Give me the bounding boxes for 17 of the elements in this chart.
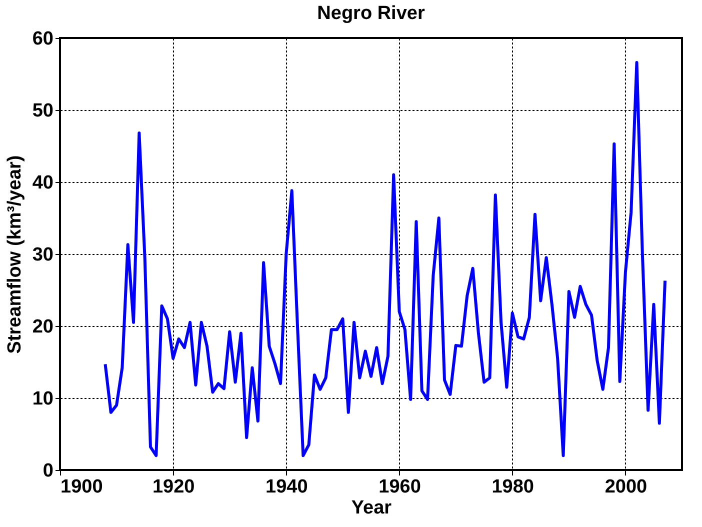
x-axis-title: Year	[351, 498, 392, 518]
y-tick-label: 20	[32, 316, 54, 338]
x-tick-label: 1940	[266, 476, 308, 498]
y-tick-label: 50	[32, 100, 54, 122]
y-tick-label: 60	[32, 28, 54, 50]
x-tick-label: 1900	[60, 476, 103, 498]
line-series	[104, 60, 667, 458]
x-tick-label: 1960	[378, 476, 421, 498]
x-tick-label: 1980	[492, 476, 534, 498]
x-tick-label: 2000	[604, 476, 648, 498]
y-tick-label: 0	[42, 460, 54, 482]
y-axis-title: Streamflow (km³/year)	[4, 155, 26, 354]
x-tick-label: 1920	[152, 476, 195, 498]
y-tick-label: 40	[32, 172, 54, 194]
y-tick-label: 30	[32, 244, 54, 266]
y-tick-label: 10	[32, 388, 54, 410]
chart-title: Negro River	[317, 3, 426, 24]
